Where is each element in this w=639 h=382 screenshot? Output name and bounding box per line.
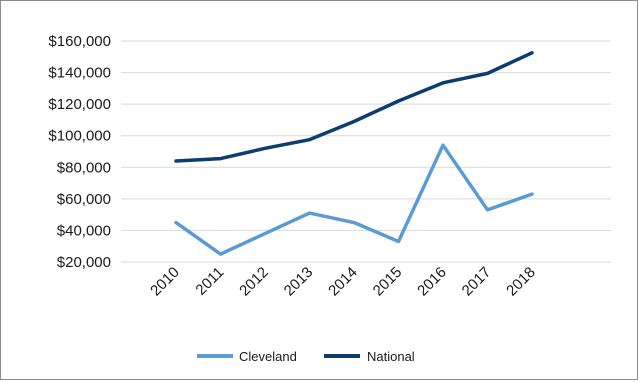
y-tick-label: $80,000 <box>57 159 111 176</box>
x-tick-label: 2015 <box>370 264 406 300</box>
data-point <box>352 120 356 124</box>
data-point <box>441 143 445 147</box>
data-point <box>263 146 267 150</box>
data-point <box>219 157 222 161</box>
data-point <box>308 211 311 215</box>
legend-label: National <box>367 349 415 364</box>
data-point <box>486 71 489 75</box>
data-point <box>352 221 356 225</box>
x-tick-label: 2017 <box>459 264 495 300</box>
x-axis-tick-labels: 2010 2011 2012 2013 2014 2015 2016 2017 2018 <box>147 264 539 300</box>
y-tick-label: $20,000 <box>57 254 111 271</box>
data-point <box>308 138 311 142</box>
gridlines <box>121 40 611 263</box>
data-point <box>530 192 534 196</box>
x-tick-label: 2014 <box>325 264 361 300</box>
data-point <box>486 208 489 212</box>
data-point <box>397 99 400 103</box>
data-point <box>263 232 267 236</box>
data-point <box>219 252 222 256</box>
legend: Cleveland National <box>197 349 415 364</box>
legend-label: Cleveland <box>239 349 297 364</box>
data-point <box>530 51 534 55</box>
y-axis-tick-labels: $20,000 $40,000 $60,000 $80,000 $100,000 $120… <box>48 33 111 271</box>
y-tick-label: $120,000 <box>48 96 111 113</box>
x-tick-label: 2018 <box>503 264 539 300</box>
series-line-national <box>174 51 534 163</box>
y-tick-label: $140,000 <box>48 65 111 82</box>
data-point <box>397 239 400 243</box>
x-tick-label: 2011 <box>192 264 227 299</box>
y-tick-label: $100,000 <box>48 128 111 145</box>
data-point <box>174 221 178 225</box>
y-tick-label: $60,000 <box>57 191 111 208</box>
series-line-cleveland <box>174 143 534 256</box>
y-tick-label: $160,000 <box>48 33 111 50</box>
x-tick-label: 2012 <box>236 264 272 300</box>
y-tick-label: $40,000 <box>57 222 111 239</box>
x-tick-label: 2013 <box>281 264 317 300</box>
data-point <box>441 81 445 85</box>
x-tick-label: 2016 <box>414 264 450 300</box>
x-tick-label: 2010 <box>147 264 183 300</box>
data-point <box>174 159 178 163</box>
series-lines <box>174 51 534 256</box>
